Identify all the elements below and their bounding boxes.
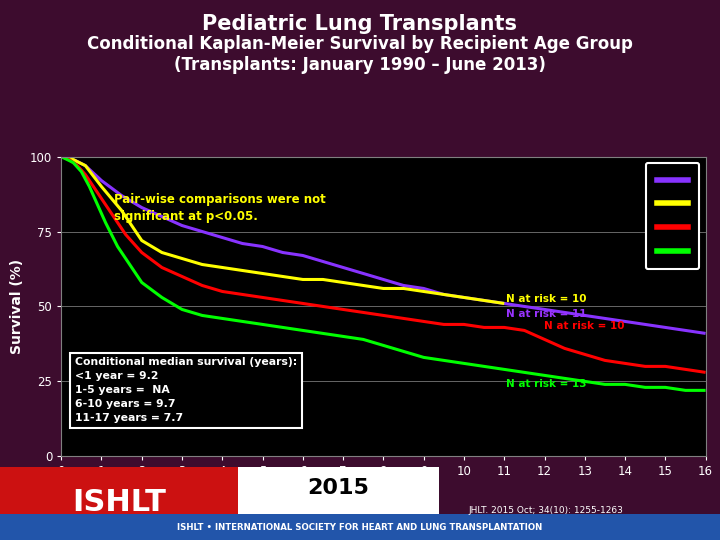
Text: ISHLT • INTERNATIONAL SOCIETY FOR HEART AND LUNG TRANSPLANTATION: ISHLT • INTERNATIONAL SOCIETY FOR HEART … — [177, 523, 543, 531]
Text: Conditional median survival (years):
<1 year = 9.2
1-5 years =  NA
6-10 years = : Conditional median survival (years): <1 … — [76, 357, 297, 423]
Text: N at risk = 11: N at risk = 11 — [506, 309, 587, 319]
Text: (Transplants: January 1990 – June 2013): (Transplants: January 1990 – June 2013) — [174, 56, 546, 73]
Legend: , , , : , , , — [646, 163, 699, 269]
Text: N at risk = 13: N at risk = 13 — [506, 380, 587, 389]
Text: N at risk = 10: N at risk = 10 — [506, 294, 587, 304]
Text: Conditional Kaplan-Meier Survival by Recipient Age Group: Conditional Kaplan-Meier Survival by Rec… — [87, 35, 633, 53]
Text: 2015: 2015 — [307, 478, 369, 498]
Y-axis label: Survival (%): Survival (%) — [10, 259, 24, 354]
Text: Pair-wise comparisons were not
significant at p<0.05.: Pair-wise comparisons were not significa… — [114, 193, 325, 222]
Text: N at risk = 10: N at risk = 10 — [544, 321, 625, 331]
Text: Pediatric Lung Transplants: Pediatric Lung Transplants — [202, 14, 518, 33]
Text: JHLT. 2015 Oct; 34(10): 1255-1263: JHLT. 2015 Oct; 34(10): 1255-1263 — [468, 506, 623, 515]
X-axis label: Years: Years — [362, 484, 405, 498]
Text: ISHLT: ISHLT — [72, 488, 166, 517]
